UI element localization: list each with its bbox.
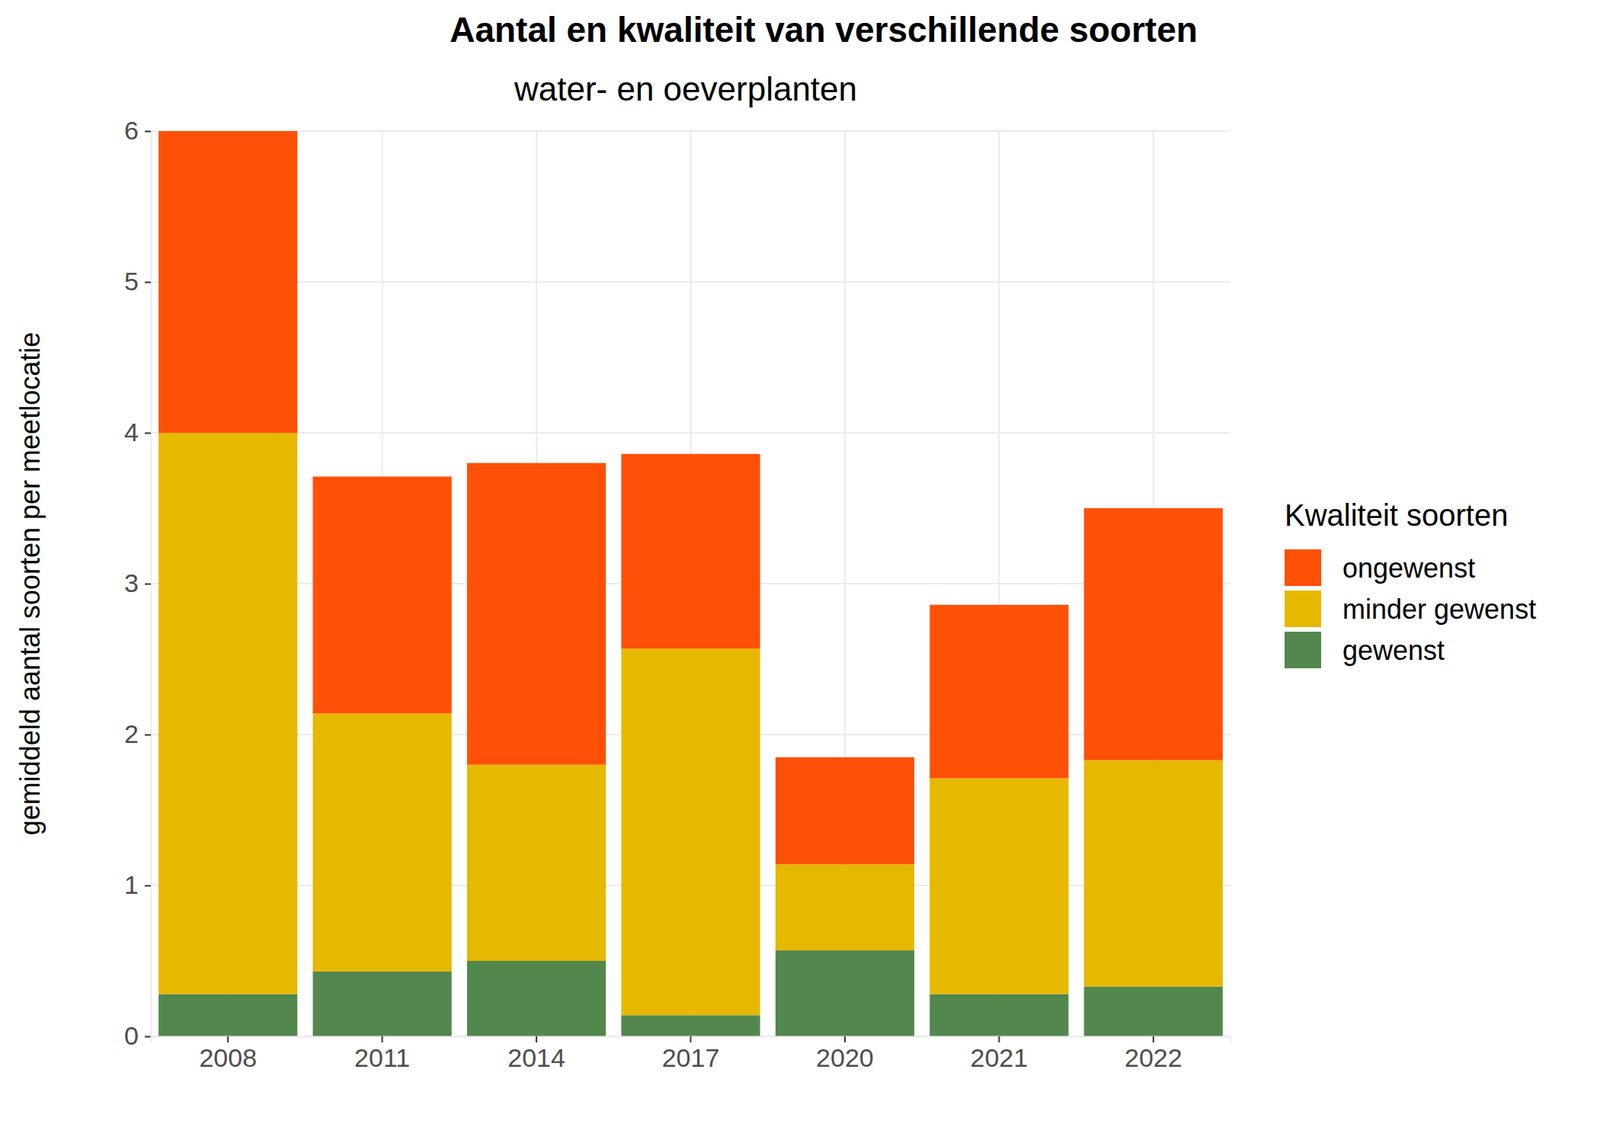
y-tick-label: 6 xyxy=(124,115,139,145)
legend: Kwaliteit soorten ongewenst minder gewenst… xyxy=(1284,498,1536,669)
bar-segment xyxy=(1084,760,1223,987)
bar-segment xyxy=(620,648,760,1015)
bars xyxy=(158,131,1223,1037)
legend-key xyxy=(1284,590,1322,628)
legend-label: gewenst xyxy=(1342,634,1445,666)
x-tick-mark xyxy=(381,1036,384,1043)
x-tick: 2020 xyxy=(816,1036,874,1072)
bar-segment xyxy=(158,432,298,995)
subtitle: water- en oeverplanten xyxy=(513,70,858,108)
y-tick-mark xyxy=(144,432,151,435)
y-axis-line xyxy=(144,131,152,1037)
y-tick-mark xyxy=(144,885,151,887)
y-tick: 3 xyxy=(124,568,151,598)
x-tick-label: 2017 xyxy=(662,1043,720,1072)
bar-segment xyxy=(313,971,452,1037)
x-tick-mark xyxy=(690,1036,692,1043)
x-tick-label: 2011 xyxy=(354,1043,410,1072)
y-tick-mark xyxy=(144,583,151,586)
x-tick-label: 2020 xyxy=(816,1043,874,1072)
x-tick-label: 2014 xyxy=(507,1043,566,1072)
y-tick-label: 4 xyxy=(124,417,139,447)
y-tick-mark xyxy=(144,1036,151,1038)
title: Aantal en kwaliteit van verschillende so… xyxy=(449,9,1198,50)
bar-segment xyxy=(929,777,1069,994)
x-tick: 2014 xyxy=(507,1036,566,1072)
bar-segment xyxy=(158,131,298,433)
y-tick-mark xyxy=(144,281,151,284)
x-tick-label: 2008 xyxy=(198,1043,257,1072)
bar-segment xyxy=(775,757,915,865)
chart: 0 1 2 3 4 5 6 2008 2011 2014 2017 2020 2021 2022 Aanta… xyxy=(0,0,1600,1143)
y-tick: 6 xyxy=(124,115,151,145)
x-tick-mark xyxy=(535,1036,538,1043)
x-tick: 2022 xyxy=(1124,1036,1183,1072)
x-tick: 2017 xyxy=(662,1036,720,1072)
y-tick-mark xyxy=(144,131,151,133)
bar-segment xyxy=(467,764,606,961)
x-tick: 2008 xyxy=(198,1036,257,1072)
plot-area: 0 1 2 3 4 5 6 2008 2011 2014 2017 2020 2021 2022 xyxy=(124,115,1231,1072)
bar-segment xyxy=(620,454,760,649)
bar-segment xyxy=(929,604,1069,779)
legend-title: Kwaliteit soorten xyxy=(1284,498,1508,532)
y-axis: 0 1 2 3 4 5 6 xyxy=(124,115,151,1050)
y-tick-label: 2 xyxy=(124,719,139,749)
y-axis-title: gemiddeld aantal soorten per meetlocatie xyxy=(14,332,46,836)
x-axis: 2008 2011 2014 2017 2020 2021 2022 xyxy=(151,1036,1232,1072)
x-tick: 2011 xyxy=(354,1036,410,1072)
bar-segment xyxy=(467,463,606,765)
bar-segment xyxy=(313,476,452,714)
grid xyxy=(150,131,1231,1037)
bar-segment xyxy=(1084,986,1223,1037)
x-tick-mark xyxy=(227,1036,229,1043)
y-tick: 0 xyxy=(124,1020,151,1050)
y-tick: 4 xyxy=(124,417,151,447)
bar-segment xyxy=(929,994,1069,1037)
x-tick-label: 2022 xyxy=(1124,1043,1183,1072)
y-tick-label: 0 xyxy=(124,1020,139,1050)
x-tick: 2021 xyxy=(970,1036,1029,1072)
x-tick-mark xyxy=(1152,1036,1155,1043)
y-tick: 5 xyxy=(124,266,151,296)
y-tick: 2 xyxy=(124,719,151,749)
x-tick-mark xyxy=(844,1036,846,1043)
y-tick-label: 5 xyxy=(124,266,139,296)
bar-segment xyxy=(620,1014,760,1037)
y-tick-mark xyxy=(144,734,151,736)
bar-segment xyxy=(467,960,606,1037)
bar-segment xyxy=(775,950,915,1037)
x-tick-mark xyxy=(998,1036,1000,1043)
y-tick-label: 3 xyxy=(124,568,139,598)
bar-segment xyxy=(313,713,452,972)
y-tick-label: 1 xyxy=(124,870,139,900)
x-axis-line xyxy=(151,1036,1232,1044)
bar-segment xyxy=(158,994,298,1037)
legend-key xyxy=(1284,631,1322,669)
y-tick: 1 xyxy=(124,870,151,900)
legend-label: minder gewenst xyxy=(1342,593,1536,625)
legend-key xyxy=(1284,549,1322,586)
bar-segment xyxy=(775,864,915,951)
x-tick-label: 2021 xyxy=(970,1043,1029,1072)
legend-label: ongewenst xyxy=(1342,552,1476,584)
bar-segment xyxy=(1084,508,1223,761)
